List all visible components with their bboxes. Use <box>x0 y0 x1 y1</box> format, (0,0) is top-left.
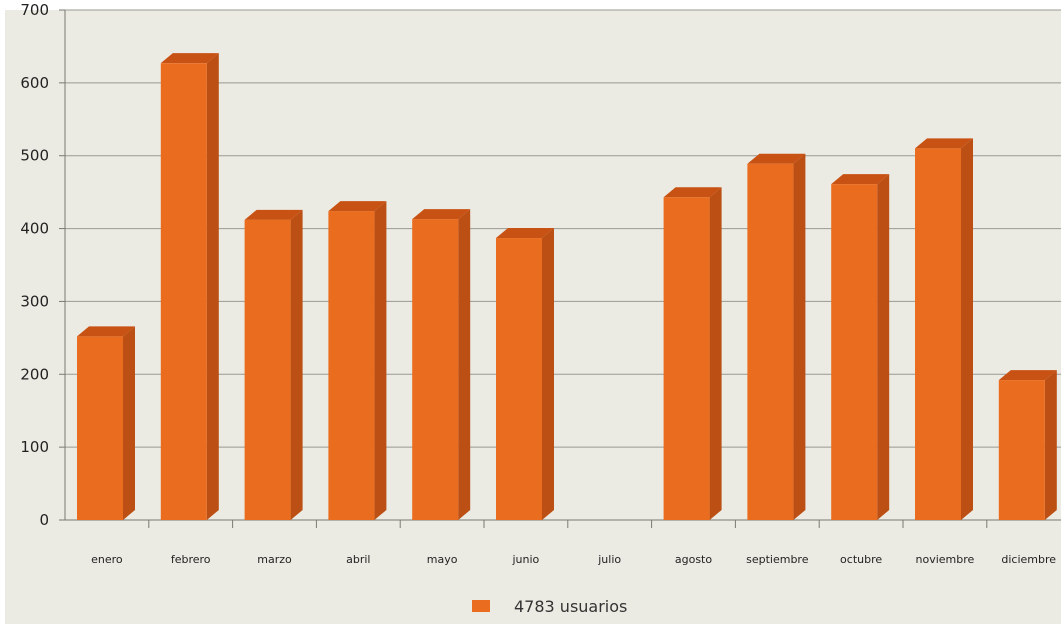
bar-side <box>123 326 135 520</box>
x-tick-label: noviembre <box>916 553 975 566</box>
y-tick-label: 500 <box>20 147 49 165</box>
bar-top <box>412 209 471 220</box>
bar-front <box>747 163 794 520</box>
bar-side <box>961 138 973 520</box>
bar-front <box>998 380 1045 520</box>
bar <box>496 228 554 521</box>
bar-front <box>915 148 961 520</box>
x-tick-label: julio <box>597 553 621 566</box>
bar-top <box>160 53 219 64</box>
bar-front <box>663 197 710 520</box>
bar-side <box>458 209 471 520</box>
legend: 4783 usuarios <box>472 596 627 616</box>
y-tick-label: 600 <box>20 74 49 92</box>
bar <box>160 53 219 520</box>
x-tick-label: junio <box>512 553 540 566</box>
legend-label: 4783 usuarios <box>514 596 628 616</box>
bar-front <box>412 219 459 520</box>
x-tick-label: diciembre <box>1001 553 1056 566</box>
bar-top <box>998 370 1057 381</box>
x-tick-label: mayo <box>427 553 458 566</box>
x-tick-label: enero <box>91 553 123 566</box>
bar-top <box>663 187 722 198</box>
x-tick-label: febrero <box>171 553 211 566</box>
bar <box>663 187 722 520</box>
bar-top <box>77 326 135 337</box>
x-tick-label: marzo <box>257 553 292 566</box>
bar-front <box>244 219 291 521</box>
bar-top <box>244 209 303 220</box>
x-tick-label: septiembre <box>746 553 809 566</box>
x-tick-label: agosto <box>675 553 712 566</box>
bar-front <box>160 63 207 520</box>
bar-top <box>831 174 890 185</box>
bar-top <box>747 153 806 164</box>
bar-front <box>496 238 542 521</box>
bar-front <box>831 184 878 520</box>
bar-top <box>915 138 973 149</box>
bar <box>412 209 471 520</box>
bar <box>244 209 303 521</box>
y-tick-label: 200 <box>20 365 49 383</box>
bar-side <box>374 201 387 521</box>
bar-side <box>877 174 890 520</box>
bar-front <box>77 336 123 520</box>
bar <box>831 174 890 520</box>
bar-front <box>328 211 375 521</box>
bar-side <box>542 228 554 521</box>
y-tick-label: 100 <box>20 438 49 456</box>
bar <box>747 153 806 520</box>
bar-side <box>206 53 219 520</box>
bar-side <box>793 153 806 520</box>
bar <box>915 138 973 520</box>
y-tick-label: 300 <box>20 292 49 310</box>
bar <box>77 326 135 520</box>
y-tick-label: 400 <box>20 220 49 238</box>
bar <box>998 370 1057 520</box>
bar-top <box>496 228 554 239</box>
y-tick-label: 700 <box>20 1 49 19</box>
x-tick-label: octubre <box>840 553 882 566</box>
y-tick-label: 0 <box>39 511 49 529</box>
bar-side <box>709 187 722 520</box>
legend-swatch <box>472 600 490 612</box>
bar-side <box>290 209 303 521</box>
x-tick-label: abril <box>346 553 370 566</box>
bar-top <box>328 201 387 212</box>
bar-side <box>1044 370 1057 520</box>
bar <box>328 201 387 521</box>
